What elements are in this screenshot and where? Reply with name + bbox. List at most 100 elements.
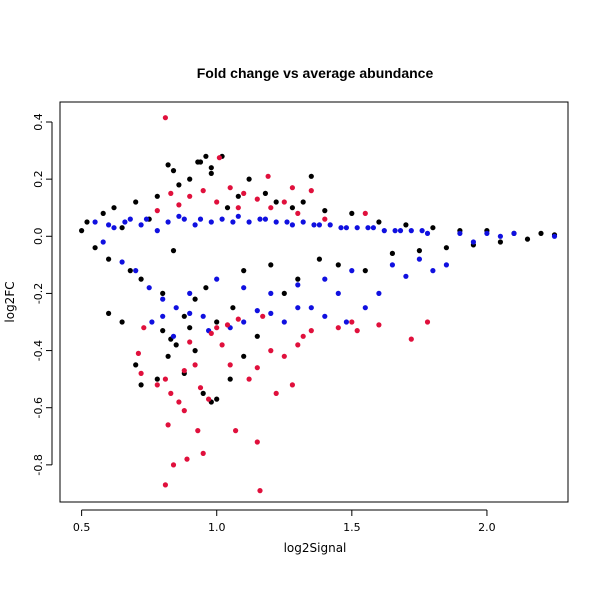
data-point-series-2 [354,328,360,334]
data-point-series-1 [197,216,204,222]
data-point-series-0 [192,296,198,302]
data-point-series-0 [322,208,328,214]
data-point-series-0 [176,182,182,188]
data-point-series-1 [268,290,274,296]
data-point-series-1 [484,230,490,236]
data-point-series-2 [376,322,382,328]
plot-frame [59,101,569,503]
data-point-series-1 [143,216,150,222]
data-point-series-2 [214,325,220,331]
y-tick-label: -0.2 [32,283,45,304]
data-point-series-0 [230,305,236,311]
data-point-series-2 [281,199,287,205]
data-point-series-1 [470,239,476,245]
y-tick-label: -0.6 [32,397,45,418]
data-point-series-1 [443,262,449,268]
data-point-series-2 [184,456,190,462]
data-points [79,115,558,494]
data-point-series-0 [160,290,166,296]
data-point-series-1 [316,222,322,228]
data-point-series-2 [176,399,182,405]
data-point-series-1 [154,228,160,234]
data-point-series-0 [154,376,160,382]
data-point-series-0 [416,248,422,254]
data-point-series-1 [511,230,517,236]
data-point-series-2 [227,362,233,368]
data-point-series-1 [257,216,263,222]
data-point-series-1 [273,219,279,225]
data-point-series-0 [138,382,144,388]
data-point-series-1 [111,225,117,231]
data-point-series-2 [289,185,295,191]
data-point-series-1 [181,216,187,222]
data-point-series-2 [138,370,144,376]
data-point-series-1 [497,233,503,239]
data-point-series-1 [208,219,214,225]
data-point-series-2 [224,322,231,328]
data-point-series-1 [192,222,198,228]
data-point-series-0 [187,325,193,331]
data-point-series-0 [133,199,139,205]
data-point-series-0 [268,262,274,268]
y-tick-label: -0.8 [32,454,45,475]
data-point-series-2 [181,408,187,414]
data-point-series-0 [127,268,133,274]
data-point-series-0 [165,353,171,359]
data-point-series-0 [362,268,368,274]
data-point-series-1 [235,213,241,219]
data-point-series-1 [322,313,328,319]
data-point-series-2 [197,385,204,391]
data-point-series-0 [214,319,220,325]
data-point-series-1 [362,305,368,311]
data-point-series-0 [84,219,90,225]
data-point-series-0 [262,190,268,196]
data-point-series-1 [370,225,376,231]
data-point-series-0 [203,153,209,159]
data-point-series-1 [170,333,177,339]
data-point-series-1 [173,305,179,311]
data-point-series-0 [389,250,395,256]
data-point-series-0 [154,193,160,199]
data-point-series-1 [122,219,128,225]
data-point-series-2 [289,382,295,388]
data-point-series-2 [227,185,233,191]
data-point-series-2 [165,422,171,428]
x-tick-label: 1.5 [343,521,361,534]
data-point-series-1 [281,319,287,325]
data-point-series-2 [295,342,301,348]
data-point-series-0 [192,348,198,354]
data-point-series-1 [419,228,425,234]
y-axis-label: log2FC [3,281,17,322]
data-point-series-2 [281,353,287,359]
data-point-series-2 [349,319,355,325]
data-point-series-0 [335,262,341,268]
data-point-series-1 [311,222,317,228]
data-point-series-2 [214,199,220,205]
data-point-series-0 [173,342,179,348]
data-point-series-1 [381,228,387,234]
data-point-series-2 [219,342,225,348]
data-point-series-2 [254,365,260,371]
data-point-series-1 [241,319,247,325]
data-point-series-0 [430,225,436,231]
data-point-series-0 [119,319,125,325]
x-axis-label: log2Signal [284,541,347,555]
data-point-series-0 [316,256,322,262]
data-point-series-1 [397,228,404,234]
data-point-series-1 [160,296,166,302]
data-point-series-2 [295,210,301,216]
data-point-series-2 [216,155,222,161]
data-point-series-1 [327,222,333,228]
data-point-series-2 [195,428,201,434]
data-point-series-1 [230,219,236,225]
data-point-series-1 [308,305,314,311]
data-point-series-1 [100,239,106,245]
data-point-series-0 [349,210,355,216]
data-point-series-1 [295,305,301,311]
data-point-series-2 [265,173,271,179]
data-point-series-0 [403,222,409,228]
data-point-series-1 [127,216,133,222]
data-point-series-0 [195,159,201,165]
data-point-series-2 [192,362,198,368]
data-point-series-0 [165,162,171,168]
